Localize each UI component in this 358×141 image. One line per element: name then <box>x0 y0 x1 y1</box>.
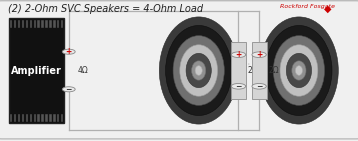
Bar <box>14 20 16 28</box>
Bar <box>34 20 36 28</box>
Text: 2Ω: 2Ω <box>248 66 258 75</box>
Bar <box>34 114 36 122</box>
Bar <box>49 20 52 28</box>
Text: +: + <box>235 50 242 59</box>
Bar <box>30 20 32 28</box>
Circle shape <box>62 87 75 92</box>
Bar <box>231 42 246 99</box>
Bar <box>26 114 28 122</box>
Bar <box>9 18 64 123</box>
Bar <box>61 114 63 122</box>
Bar <box>42 20 44 28</box>
Ellipse shape <box>274 36 324 105</box>
Bar <box>10 20 13 28</box>
Bar <box>252 42 267 99</box>
Ellipse shape <box>260 17 338 124</box>
Text: +: + <box>256 50 262 59</box>
Bar <box>38 20 40 28</box>
Circle shape <box>252 52 266 58</box>
Ellipse shape <box>173 36 224 105</box>
Bar <box>57 114 59 122</box>
Ellipse shape <box>180 45 218 96</box>
Text: −: − <box>256 82 262 91</box>
Ellipse shape <box>292 61 306 80</box>
Ellipse shape <box>192 61 206 80</box>
Bar <box>14 114 16 122</box>
Bar <box>10 114 13 122</box>
Bar <box>22 114 24 122</box>
Ellipse shape <box>166 26 232 115</box>
Bar <box>42 114 44 122</box>
FancyBboxPatch shape <box>0 1 358 139</box>
Text: +: + <box>66 47 72 56</box>
Bar <box>45 20 48 28</box>
Text: Amplifier: Amplifier <box>11 66 62 75</box>
Circle shape <box>252 83 266 89</box>
Bar <box>38 114 40 122</box>
Circle shape <box>62 49 75 54</box>
Circle shape <box>231 83 246 89</box>
Bar <box>49 114 52 122</box>
Bar <box>53 20 55 28</box>
Bar <box>53 114 55 122</box>
Bar <box>57 20 59 28</box>
Ellipse shape <box>286 53 311 88</box>
Text: 2Ω: 2Ω <box>268 66 279 75</box>
Text: ◆: ◆ <box>324 4 331 14</box>
Ellipse shape <box>159 17 238 124</box>
Bar <box>45 114 48 122</box>
Ellipse shape <box>266 26 332 115</box>
Ellipse shape <box>195 66 202 75</box>
Text: −: − <box>235 82 242 91</box>
Text: 4Ω: 4Ω <box>78 66 88 75</box>
Text: Rockford Fosgate: Rockford Fosgate <box>280 4 335 9</box>
Ellipse shape <box>186 53 211 88</box>
Circle shape <box>231 52 246 58</box>
Ellipse shape <box>280 45 318 96</box>
Bar <box>61 20 63 28</box>
Bar <box>30 114 32 122</box>
Text: −: − <box>66 85 72 94</box>
Text: (2) 2-Ohm SVC Speakers = 4-Ohm Load: (2) 2-Ohm SVC Speakers = 4-Ohm Load <box>8 4 203 14</box>
Bar <box>18 114 20 122</box>
Bar <box>22 20 24 28</box>
Bar <box>26 20 28 28</box>
Ellipse shape <box>295 66 303 75</box>
Bar <box>18 20 20 28</box>
